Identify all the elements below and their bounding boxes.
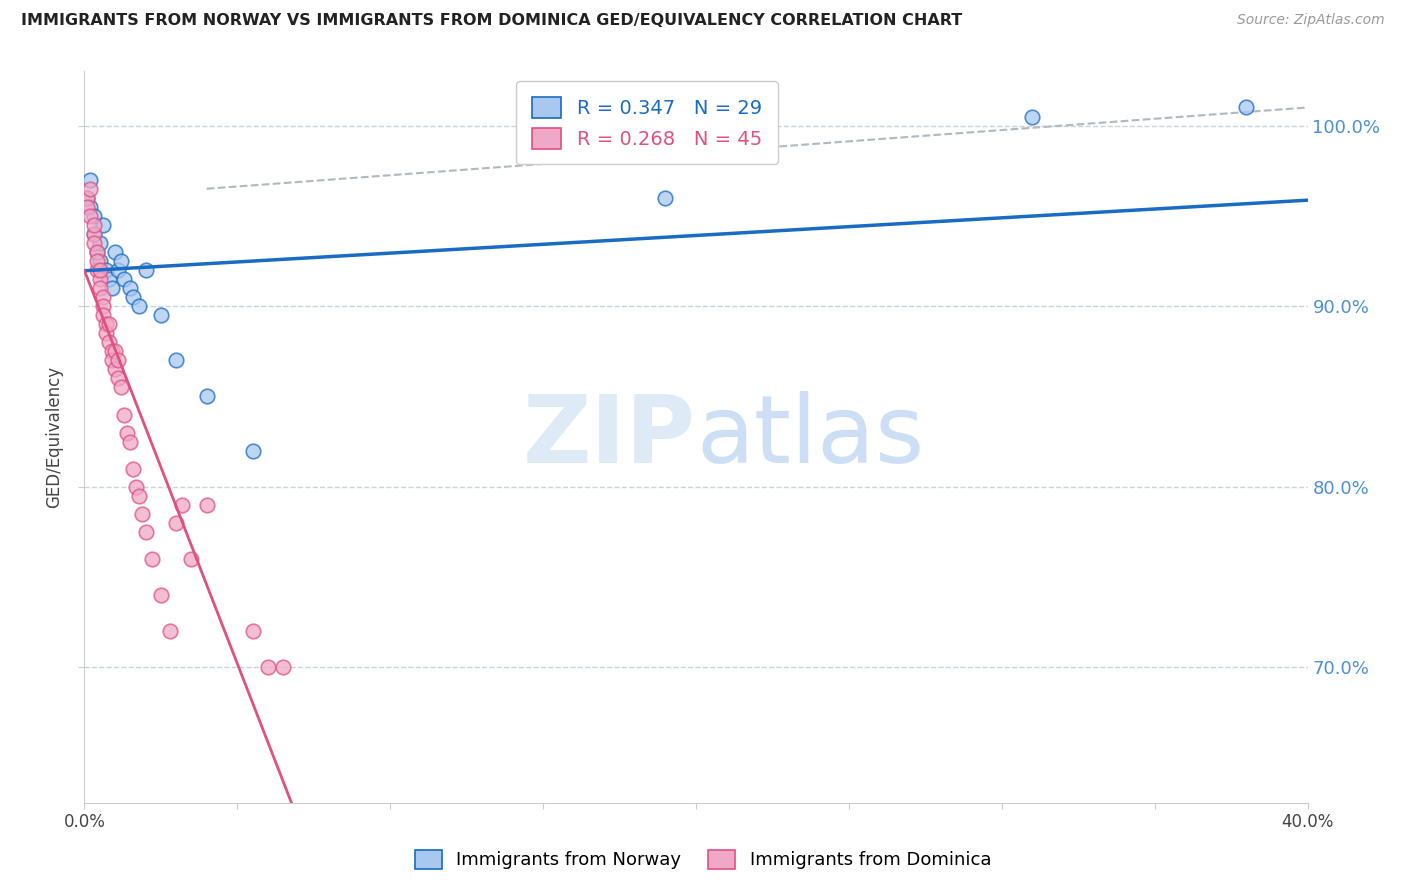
Point — [165, 516, 187, 530]
Point — [76, 191, 98, 205]
Point — [149, 588, 172, 602]
Point — [128, 299, 150, 313]
Point — [89, 254, 111, 268]
Point — [83, 209, 105, 223]
Point — [83, 227, 105, 241]
Point — [195, 498, 218, 512]
Point — [135, 263, 157, 277]
Point — [86, 254, 108, 268]
Point — [131, 507, 153, 521]
Point — [120, 434, 142, 449]
Point — [86, 244, 108, 259]
Point — [91, 308, 114, 322]
Point — [115, 425, 138, 440]
Point — [86, 244, 108, 259]
Text: atlas: atlas — [696, 391, 924, 483]
Point — [242, 624, 264, 639]
Point — [83, 218, 105, 232]
Point — [141, 552, 163, 566]
Point — [94, 263, 117, 277]
Point — [120, 281, 142, 295]
Point — [94, 317, 117, 331]
Point — [271, 660, 294, 674]
Point — [83, 227, 105, 241]
Point — [125, 480, 148, 494]
Point — [104, 362, 127, 376]
Point — [104, 244, 127, 259]
Point — [149, 308, 172, 322]
Point — [107, 353, 129, 368]
Point — [159, 624, 181, 639]
Point — [242, 443, 264, 458]
Y-axis label: GED/Equivalency: GED/Equivalency — [45, 366, 63, 508]
Point — [112, 408, 135, 422]
Point — [112, 272, 135, 286]
Point — [165, 353, 187, 368]
Point — [101, 281, 124, 295]
Point — [107, 371, 129, 385]
Text: ZIP: ZIP — [523, 391, 696, 483]
Point — [122, 290, 145, 304]
Point — [195, 389, 218, 403]
Text: Source: ZipAtlas.com: Source: ZipAtlas.com — [1237, 13, 1385, 28]
Point — [91, 218, 114, 232]
Point — [79, 209, 101, 223]
Point — [86, 263, 108, 277]
Point — [257, 660, 280, 674]
Point — [91, 299, 114, 313]
Point — [135, 524, 157, 539]
Point — [110, 254, 132, 268]
Point — [89, 281, 111, 295]
Point — [104, 344, 127, 359]
Text: IMMIGRANTS FROM NORWAY VS IMMIGRANTS FROM DOMINICA GED/EQUIVALENCY CORRELATION C: IMMIGRANTS FROM NORWAY VS IMMIGRANTS FRO… — [21, 13, 962, 29]
Point — [89, 263, 111, 277]
Point — [1021, 110, 1043, 124]
Point — [94, 326, 117, 341]
Point — [83, 235, 105, 250]
Point — [128, 489, 150, 503]
Point — [107, 263, 129, 277]
Point — [110, 380, 132, 394]
Point — [97, 317, 120, 331]
Point — [654, 191, 676, 205]
Point — [122, 461, 145, 475]
Point — [79, 172, 101, 186]
Point — [76, 191, 98, 205]
Point — [89, 272, 111, 286]
Point — [101, 344, 124, 359]
Point — [172, 498, 194, 512]
Point — [97, 335, 120, 350]
Point — [180, 552, 202, 566]
Legend: Immigrants from Norway, Immigrants from Dominica: Immigrants from Norway, Immigrants from … — [406, 841, 1000, 879]
Point — [97, 272, 120, 286]
Point — [76, 200, 98, 214]
Point — [79, 200, 101, 214]
Point — [1236, 100, 1258, 114]
Legend: R = 0.347   N = 29, R = 0.268   N = 45: R = 0.347 N = 29, R = 0.268 N = 45 — [516, 81, 778, 164]
Point — [79, 182, 101, 196]
Point — [101, 353, 124, 368]
Point — [91, 290, 114, 304]
Point — [89, 235, 111, 250]
